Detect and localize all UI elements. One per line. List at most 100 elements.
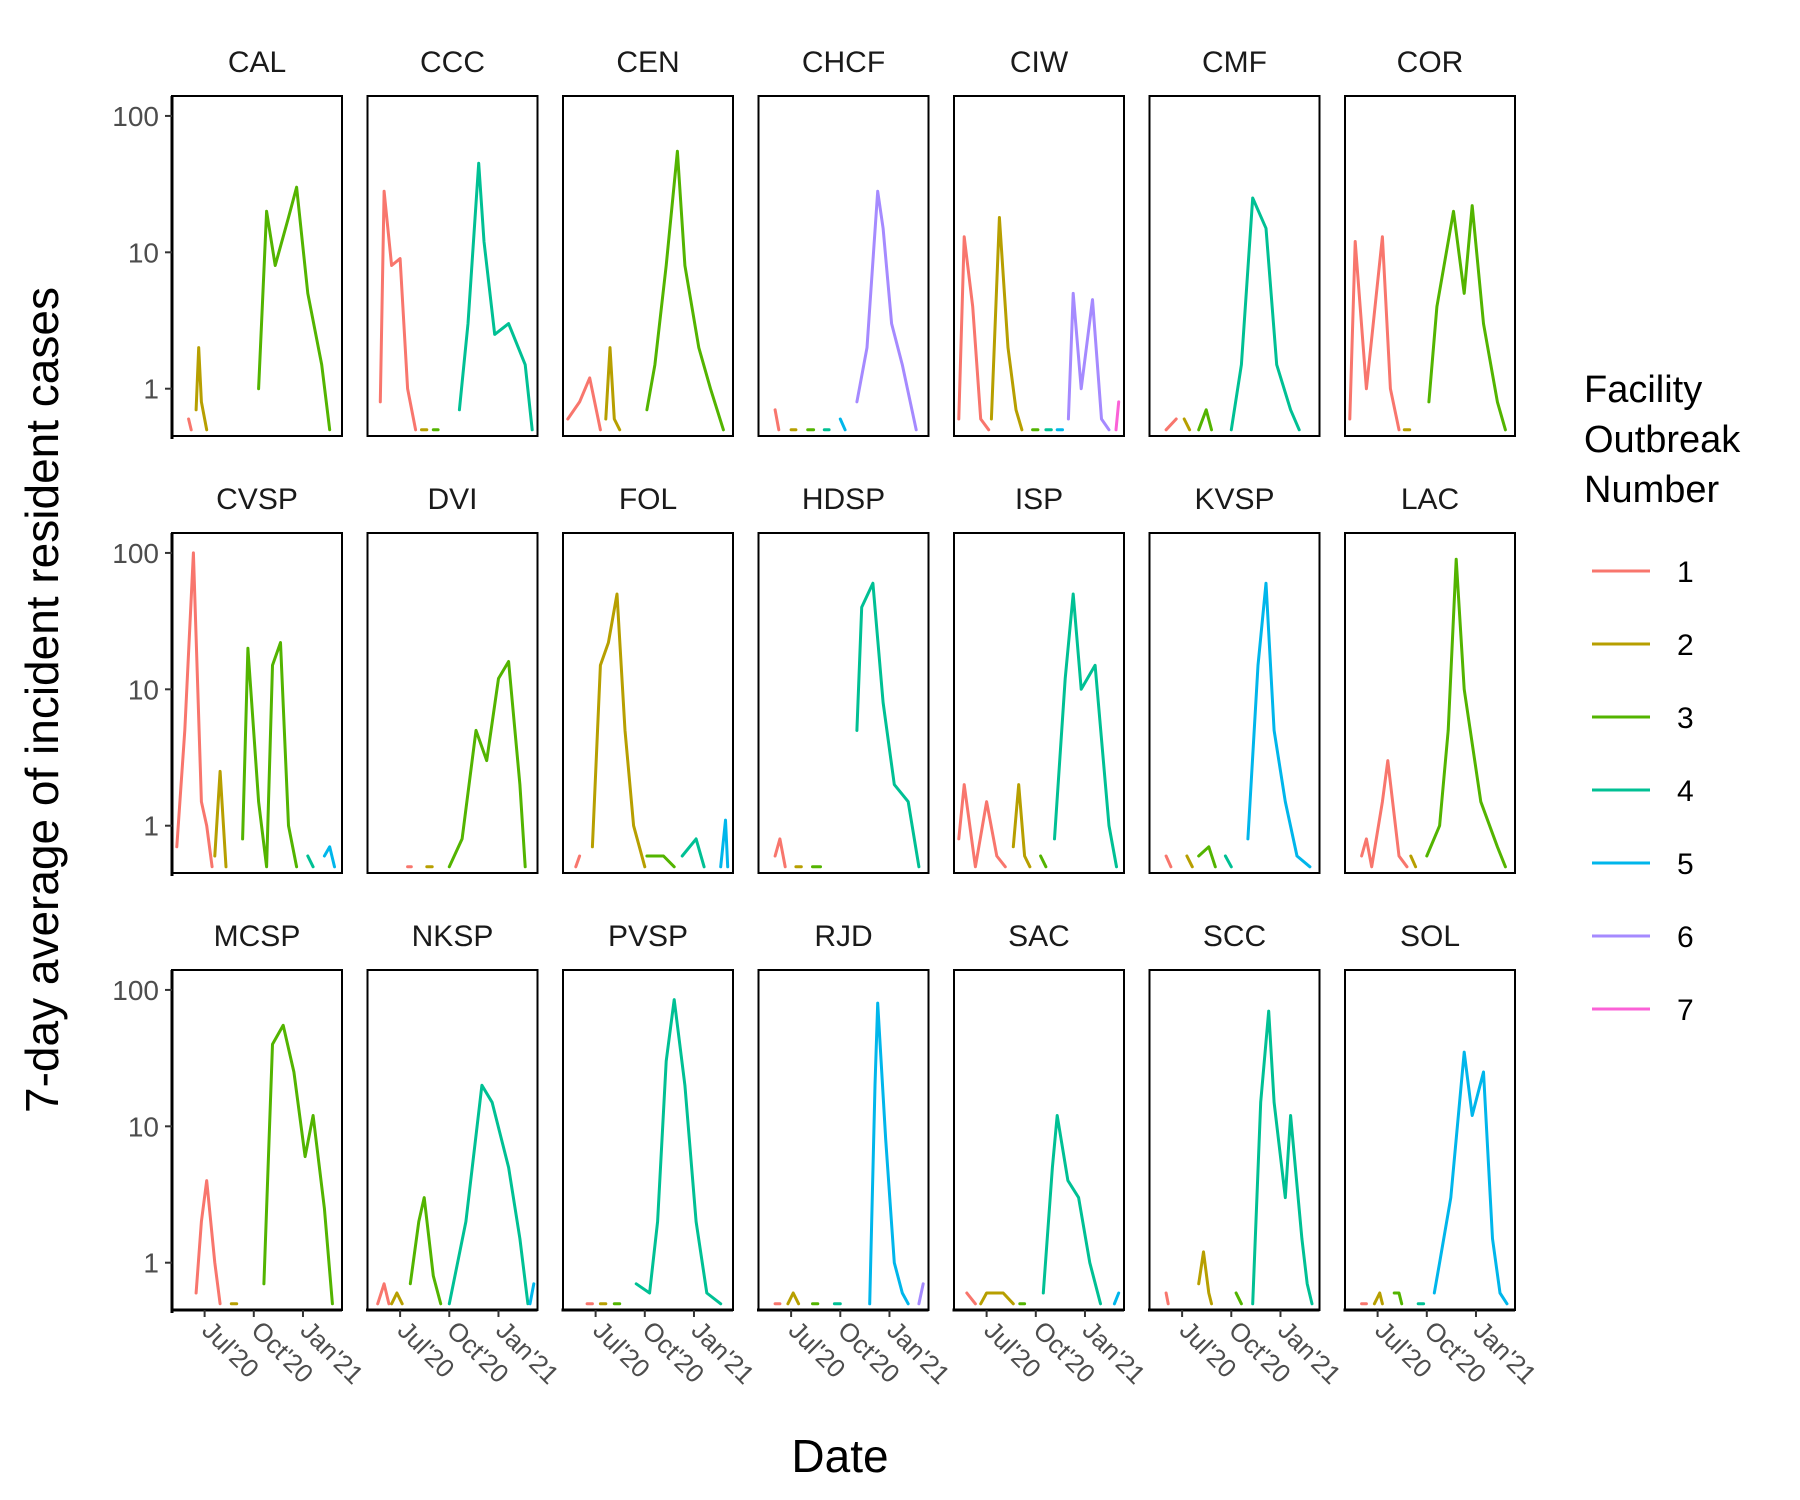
series-line-outbreak-1 xyxy=(194,1179,222,1306)
legend-label: 4 xyxy=(1677,775,1694,808)
facet-title: CAL xyxy=(228,46,286,79)
series-line-outbreak-2 xyxy=(989,216,1024,432)
facet-title: CHCF xyxy=(802,46,885,79)
series-line-outbreak-2 xyxy=(1182,417,1192,432)
facet-title: COR xyxy=(1397,46,1464,79)
facet-title: DVI xyxy=(427,483,477,516)
legend-title: Number xyxy=(1584,469,1719,511)
series-line-outbreak-4 xyxy=(306,854,315,869)
facet-panel: FOL xyxy=(562,483,734,874)
legend-title: Outbreak xyxy=(1584,419,1741,461)
series-line-outbreak-4 xyxy=(1041,1114,1102,1306)
facet-title: KVSP xyxy=(1194,483,1274,516)
x-tick-label: Jul'20 xyxy=(783,1315,852,1384)
facet-panel: COR xyxy=(1344,46,1516,437)
series-line-outbreak-6 xyxy=(1066,291,1111,432)
series-line-outbreak-2 xyxy=(590,592,647,869)
series-line-outbreak-1 xyxy=(574,854,582,869)
facet-title: FOL xyxy=(619,483,677,516)
facet-panel: CAL 1 10 100 xyxy=(112,46,343,439)
facet-title: HDSP xyxy=(802,483,885,516)
series-line-outbreak-6 xyxy=(855,189,918,432)
facet-panel: KVSP xyxy=(1148,483,1321,874)
facet-panel: CHCF xyxy=(757,46,930,437)
series-line-outbreak-5 xyxy=(719,818,730,869)
panel-border xyxy=(366,532,539,874)
series-line-outbreak-2 xyxy=(194,346,209,432)
x-axis-title: Date xyxy=(791,1430,888,1482)
facet-title: ISP xyxy=(1015,483,1063,516)
y-tick-label: 100 xyxy=(112,101,159,132)
facet-title: CMF xyxy=(1202,46,1267,79)
series-line-outbreak-3 xyxy=(1234,1291,1243,1306)
series-line-outbreak-1 xyxy=(187,417,193,432)
series-line-outbreak-5 xyxy=(1112,1291,1121,1306)
facet-panel: CMF xyxy=(1148,46,1321,437)
series-line-outbreak-4 xyxy=(680,837,706,869)
panel-border xyxy=(953,95,1125,437)
series-line-outbreak-5 xyxy=(1246,581,1312,869)
series-line-outbreak-1 xyxy=(957,783,1007,869)
x-tick-label: Jul'20 xyxy=(392,1315,461,1384)
series-line-outbreak-3 xyxy=(257,185,332,432)
series-line-outbreak-2 xyxy=(1409,854,1418,869)
series-line-outbreak-2 xyxy=(1011,783,1032,869)
series-line-outbreak-3 xyxy=(447,660,527,869)
series-line-outbreak-2 xyxy=(786,1291,801,1306)
legend-label: 6 xyxy=(1677,921,1694,954)
y-tick-label: 1 xyxy=(143,374,159,405)
series-line-outbreak-5 xyxy=(528,1282,536,1306)
panel-border xyxy=(1148,95,1321,437)
panel-border xyxy=(953,532,1125,874)
panel-border xyxy=(562,532,734,874)
series-line-outbreak-5 xyxy=(322,845,336,869)
series-line-outbreak-4 xyxy=(855,581,921,869)
x-tick-label: Jul'20 xyxy=(1369,1315,1438,1384)
series-line-outbreak-1 xyxy=(965,1291,977,1306)
series-line-outbreak-1 xyxy=(376,1282,391,1306)
series-line-outbreak-2 xyxy=(1372,1291,1384,1306)
facet-title: MCSP xyxy=(214,920,301,953)
y-tick-label: 10 xyxy=(128,1111,159,1142)
series-line-outbreak-4 xyxy=(634,998,723,1306)
series-line-outbreak-2 xyxy=(213,769,228,869)
facet-title: SCC xyxy=(1203,920,1266,953)
series-line-outbreak-3 xyxy=(241,641,299,869)
series-line-outbreak-3 xyxy=(262,1023,334,1306)
series-line-outbreak-5 xyxy=(868,1001,910,1306)
facet-title: SOL xyxy=(1400,920,1460,953)
series-line-outbreak-3 xyxy=(1392,1291,1404,1306)
x-tick-label: Jul'20 xyxy=(587,1315,656,1384)
series-line-outbreak-7 xyxy=(1114,400,1121,432)
series-line-outbreak-3 xyxy=(1197,845,1217,869)
facet-panel: HDSP xyxy=(757,483,930,874)
panel-border xyxy=(1344,95,1516,437)
legend-label: 5 xyxy=(1677,848,1694,881)
panel-border xyxy=(562,95,734,437)
series-line-outbreak-1 xyxy=(1360,759,1409,869)
series-line-outbreak-3 xyxy=(1427,204,1507,432)
series-line-outbreak-2 xyxy=(604,346,622,432)
series-line-outbreak-1 xyxy=(1348,235,1401,432)
facet-title: SAC xyxy=(1008,920,1070,953)
series-line-outbreak-5 xyxy=(1432,1050,1509,1306)
legend-label: 2 xyxy=(1677,629,1694,662)
series-line-outbreak-1 xyxy=(773,408,781,432)
panel-border xyxy=(366,969,539,1311)
facet-panels: CAL 1 10 100 CCC CEN CHCF CIW CMF COR CVSP 1 10 100 DV… xyxy=(112,46,1542,1390)
legend: Facility Outbreak Number 1 2 3 4 5 6 7 xyxy=(1584,369,1741,1027)
series-line-outbreak-1 xyxy=(957,235,991,432)
panel-border xyxy=(1148,532,1321,874)
series-line-outbreak-1 xyxy=(566,376,602,432)
series-line-outbreak-1 xyxy=(773,837,787,869)
series-line-outbreak-1 xyxy=(1164,417,1178,432)
facet-panel: CIW xyxy=(953,46,1125,437)
facet-title: CVSP xyxy=(216,483,298,516)
facet-title: PVSP xyxy=(608,920,688,953)
series-line-outbreak-1 xyxy=(378,189,418,432)
facet-title: NKSP xyxy=(412,920,494,953)
